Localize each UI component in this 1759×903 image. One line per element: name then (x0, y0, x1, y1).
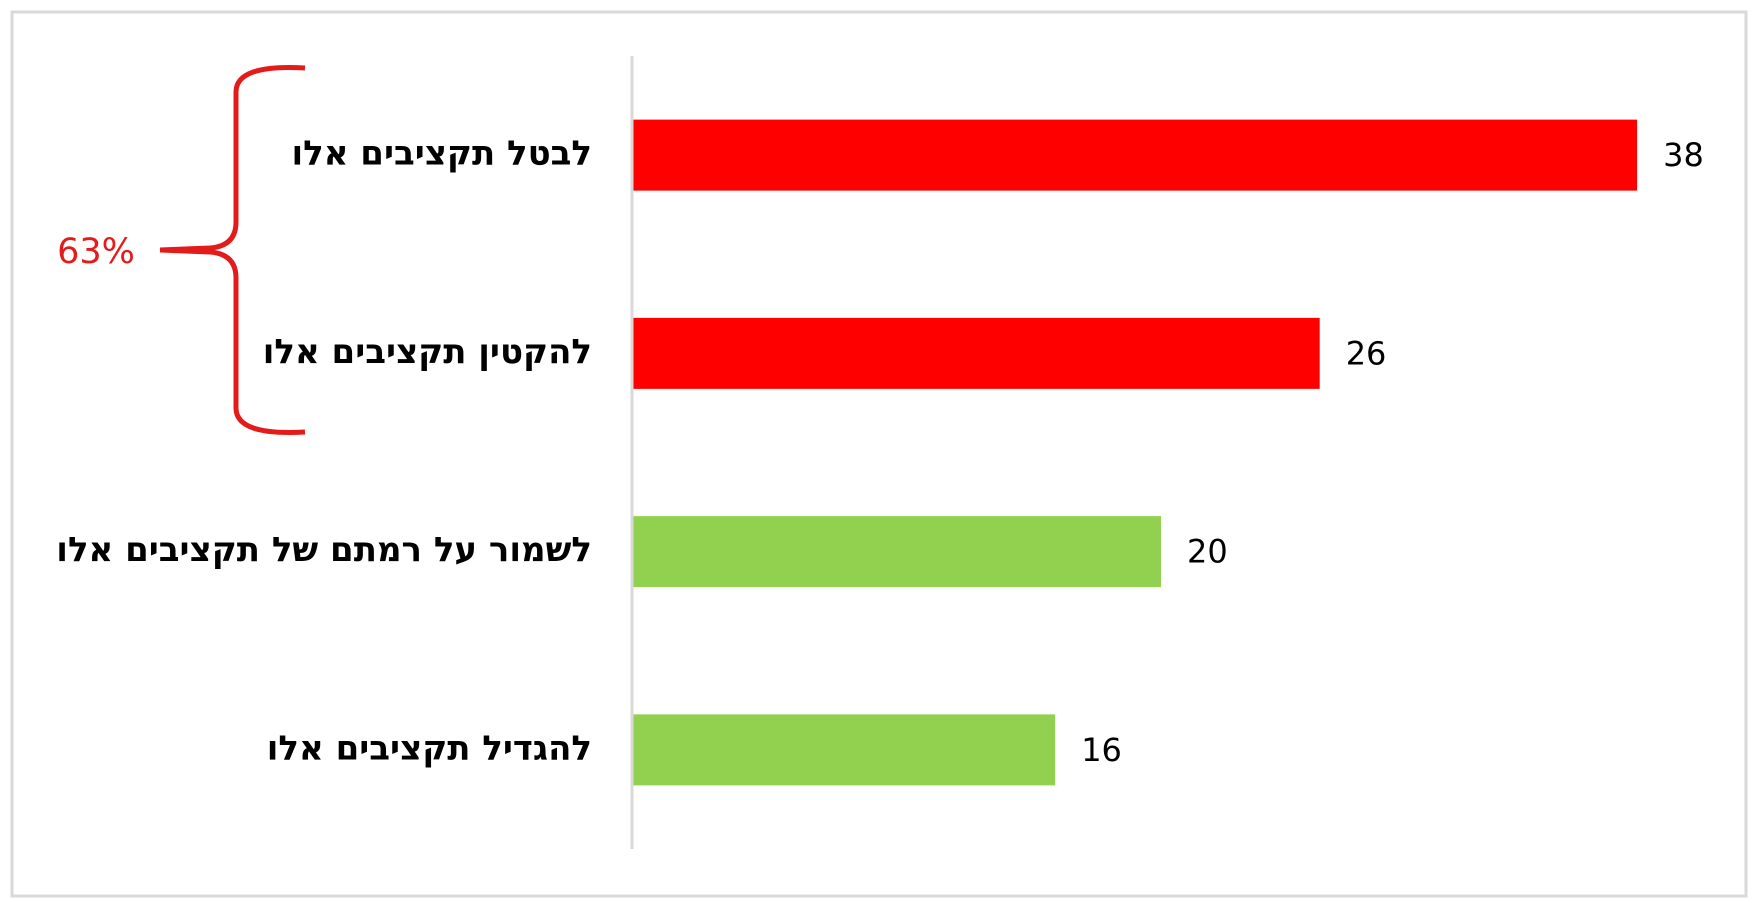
bar (632, 317, 1320, 389)
bracket (159, 65, 306, 435)
category-label: לבטל תקציבים אלו (291, 134, 592, 174)
category-label: לשמור על רמתם של תקציבים אלו (56, 530, 592, 570)
value-label: 20 (1187, 533, 1228, 571)
value-label: 26 (1346, 334, 1387, 372)
category-label: להקטין תקציבים אלו (263, 332, 592, 372)
bar (632, 516, 1161, 588)
category-label: להגדיל תקציבים אלו (267, 728, 592, 768)
value-label: 16 (1081, 731, 1122, 769)
value-label: 38 (1663, 136, 1704, 174)
annotation: 63% (57, 232, 135, 272)
bar (632, 119, 1638, 191)
bar (632, 714, 1056, 786)
